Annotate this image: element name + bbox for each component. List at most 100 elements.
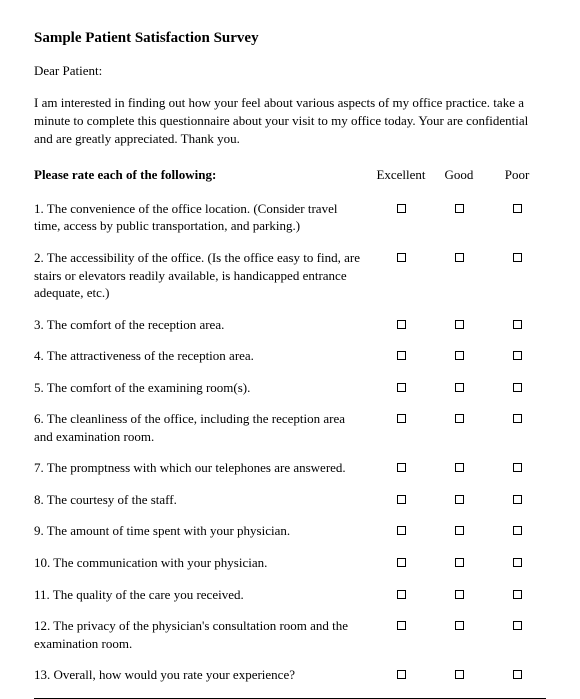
rating-checkbox[interactable] <box>455 414 464 423</box>
question-text: 1. The convenience of the office locatio… <box>34 200 372 235</box>
rating-cell <box>430 666 488 684</box>
rating-cell <box>372 249 430 267</box>
rating-cell <box>488 379 546 397</box>
rating-checkbox[interactable] <box>513 670 522 679</box>
rating-checkbox[interactable] <box>397 414 406 423</box>
question-text: 2. The accessibility of the office. (Is … <box>34 249 372 302</box>
rating-checkbox[interactable] <box>397 320 406 329</box>
rating-checkbox[interactable] <box>455 495 464 504</box>
rating-cell <box>488 249 546 267</box>
rating-checkbox[interactable] <box>397 495 406 504</box>
rating-checkbox[interactable] <box>513 495 522 504</box>
rating-checkbox[interactable] <box>397 558 406 567</box>
rating-cell <box>430 200 488 218</box>
rating-cell <box>488 410 546 428</box>
rating-cell <box>430 522 488 540</box>
question-row: 5. The comfort of the examining room(s). <box>34 379 546 397</box>
rating-cell <box>372 410 430 428</box>
rating-cell <box>372 459 430 477</box>
question-text: 11. The quality of the care you received… <box>34 586 372 604</box>
survey-title: Sample Patient Satisfaction Survey <box>34 28 546 48</box>
rating-checkbox[interactable] <box>397 526 406 535</box>
rating-cell <box>488 554 546 572</box>
rating-cell <box>430 491 488 509</box>
rating-checkbox[interactable] <box>455 590 464 599</box>
question-text: 12. The privacy of the physician's consu… <box>34 617 372 652</box>
rating-cell <box>430 459 488 477</box>
question-text: 5. The comfort of the examining room(s). <box>34 379 372 397</box>
question-row: 12. The privacy of the physician's consu… <box>34 617 546 652</box>
rating-cell <box>488 617 546 635</box>
rating-cell <box>488 347 546 365</box>
question-text: 13. Overall, how would you rate your exp… <box>34 666 372 684</box>
rating-checkbox[interactable] <box>397 590 406 599</box>
rating-prompt: Please rate each of the following: <box>34 166 372 184</box>
rating-cell <box>372 491 430 509</box>
rating-cell <box>488 586 546 604</box>
rating-checkbox[interactable] <box>455 383 464 392</box>
rating-cell <box>372 666 430 684</box>
question-text: 3. The comfort of the reception area. <box>34 316 372 334</box>
questions-container: 1. The convenience of the office locatio… <box>34 200 546 684</box>
rating-checkbox[interactable] <box>397 383 406 392</box>
rating-cell <box>488 316 546 334</box>
question-text: 6. The cleanliness of the office, includ… <box>34 410 372 445</box>
column-header-poor: Poor <box>488 166 546 184</box>
rating-cell <box>430 347 488 365</box>
rating-checkbox[interactable] <box>455 253 464 262</box>
question-text: 8. The courtesy of the staff. <box>34 491 372 509</box>
rating-header-row: Please rate each of the following: Excel… <box>34 166 546 184</box>
rating-checkbox[interactable] <box>397 463 406 472</box>
rating-cell <box>488 491 546 509</box>
rating-checkbox[interactable] <box>513 621 522 630</box>
rating-checkbox[interactable] <box>397 204 406 213</box>
question-row: 13. Overall, how would you rate your exp… <box>34 666 546 684</box>
rating-checkbox[interactable] <box>455 621 464 630</box>
question-row: 3. The comfort of the reception area. <box>34 316 546 334</box>
rating-cell <box>372 554 430 572</box>
rating-checkbox[interactable] <box>513 383 522 392</box>
question-text: 9. The amount of time spent with your ph… <box>34 522 372 540</box>
column-header-good: Good <box>430 166 488 184</box>
rating-checkbox[interactable] <box>513 204 522 213</box>
rating-cell <box>488 666 546 684</box>
salutation: Dear Patient: <box>34 62 546 80</box>
rating-checkbox[interactable] <box>397 351 406 360</box>
rating-checkbox[interactable] <box>455 351 464 360</box>
rating-checkbox[interactable] <box>455 670 464 679</box>
rating-cell <box>488 522 546 540</box>
rating-checkbox[interactable] <box>513 558 522 567</box>
question-text: 4. The attractiveness of the reception a… <box>34 347 372 365</box>
rating-checkbox[interactable] <box>455 204 464 213</box>
rating-checkbox[interactable] <box>513 463 522 472</box>
question-row: 7. The promptness with which our telepho… <box>34 459 546 477</box>
question-text: 10. The communication with your physicia… <box>34 554 372 572</box>
rating-cell <box>430 316 488 334</box>
rating-cell <box>372 617 430 635</box>
question-row: 1. The convenience of the office locatio… <box>34 200 546 235</box>
rating-cell <box>430 617 488 635</box>
intro-paragraph: I am interested in finding out how your … <box>34 94 546 149</box>
rating-checkbox[interactable] <box>455 526 464 535</box>
rating-checkbox[interactable] <box>513 590 522 599</box>
rating-checkbox[interactable] <box>513 414 522 423</box>
rating-checkbox[interactable] <box>455 558 464 567</box>
rating-checkbox[interactable] <box>513 526 522 535</box>
rating-checkbox[interactable] <box>513 253 522 262</box>
question-row: 6. The cleanliness of the office, includ… <box>34 410 546 445</box>
rating-checkbox[interactable] <box>513 351 522 360</box>
rating-checkbox[interactable] <box>397 621 406 630</box>
question-row: 10. The communication with your physicia… <box>34 554 546 572</box>
rating-cell <box>372 586 430 604</box>
rating-checkbox[interactable] <box>397 253 406 262</box>
question-row: 2. The accessibility of the office. (Is … <box>34 249 546 302</box>
rating-checkbox[interactable] <box>513 320 522 329</box>
rating-cell <box>430 410 488 428</box>
rating-cell <box>488 459 546 477</box>
rating-checkbox[interactable] <box>455 463 464 472</box>
question-row: 4. The attractiveness of the reception a… <box>34 347 546 365</box>
rating-checkbox[interactable] <box>397 670 406 679</box>
rating-cell <box>372 200 430 218</box>
rating-checkbox[interactable] <box>455 320 464 329</box>
rating-cell <box>430 379 488 397</box>
